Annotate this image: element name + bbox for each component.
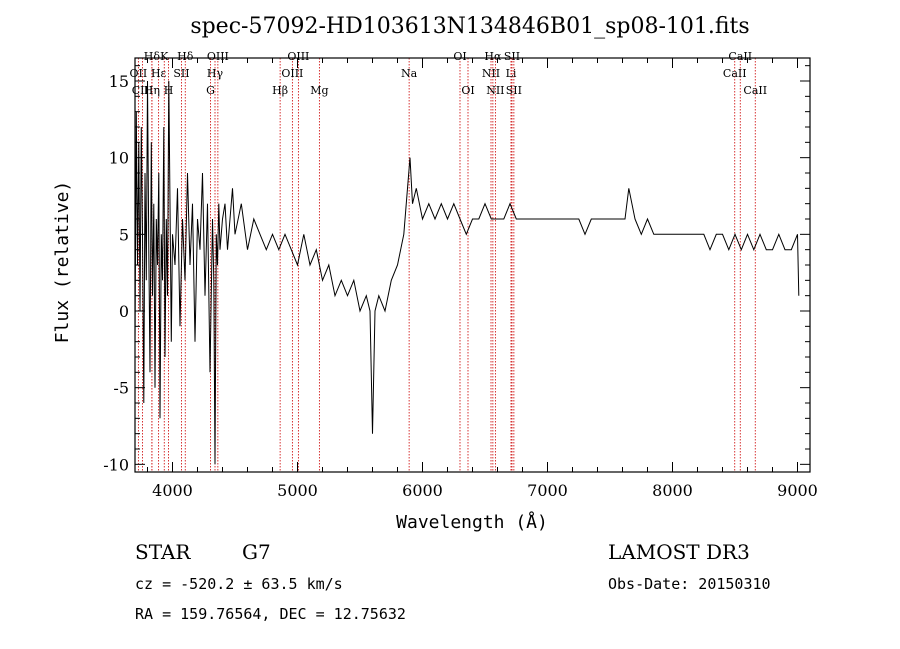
y-tick-label: -5 [113, 379, 129, 398]
object-class: STAR [135, 540, 191, 564]
x-tick-label: 5000 [277, 481, 318, 500]
spectral-line-label: CaII [728, 50, 752, 63]
spectral-line-label: NII [486, 84, 504, 97]
axis-ticks: 4000 5000 6000 7000 8000 9000 -10 -5 0 5 10 15 [103, 58, 818, 500]
survey-name: LAMOST DR3 [608, 540, 750, 564]
x-tick-label: 7000 [527, 481, 568, 500]
chart-title: spec-57092-HD103613N134846B01_sp08-101.f… [190, 14, 749, 39]
observation-date: Obs-Date: 20150310 [608, 575, 771, 593]
spectral-line-label: Hα [484, 50, 502, 63]
plot-frame [134, 57, 811, 473]
spectral-line-label: Hη [144, 84, 160, 97]
spectral-line-label: G [206, 84, 215, 97]
spectral-line-label: CaII [723, 67, 747, 80]
spectral-line-label: Hγ [207, 67, 224, 80]
spectrum-series [134, 80, 800, 465]
x-tick-label: 4000 [152, 481, 193, 500]
spectral-line-label: K [160, 50, 169, 63]
x-tick-label: 8000 [652, 481, 693, 500]
spectral-line-label: SII [504, 50, 520, 63]
spectral-line-label: OIII [287, 50, 309, 63]
y-tick-label: -10 [103, 455, 129, 474]
spectral-line-label: CaII [743, 84, 767, 97]
spectral-line-label: SII [506, 84, 522, 97]
spectral-line-label: OIII [281, 67, 303, 80]
x-tick-label: 9000 [777, 481, 818, 500]
flux-series-line [134, 80, 800, 465]
spectral-line-label: Hβ [272, 84, 288, 97]
spectral-line-label: Li [506, 67, 517, 80]
coordinates: RA = 159.76564, DEC = 12.75632 [135, 605, 406, 623]
spectral-line-label: OII [130, 67, 148, 80]
spectral-line-label: OI [461, 84, 474, 97]
spectral-line-label: SII [173, 67, 189, 80]
y-tick-label: 5 [119, 225, 129, 244]
x-axis-label: Wavelength (Å) [396, 511, 548, 533]
spectral-line-label: NII [482, 67, 500, 80]
object-subclass: G7 [242, 540, 271, 564]
y-axis-label: Flux (relative) [52, 181, 73, 344]
x-tick-label: 6000 [402, 481, 443, 500]
spectral-line-label: Mg [310, 84, 328, 97]
redshift-value: cz = -520.2 ± 63.5 km/s [135, 575, 343, 593]
y-tick-label: 15 [109, 72, 129, 91]
y-tick-label: 0 [119, 302, 129, 321]
y-tick-label: 10 [109, 149, 129, 168]
spectral-line-label: Hδ [177, 50, 194, 63]
spectral-line-label: Na [401, 67, 418, 80]
spectral-line-label: Hε [151, 67, 167, 80]
spectral-line-label: OIII [207, 50, 229, 63]
spectral-line-label: OI [453, 50, 466, 63]
